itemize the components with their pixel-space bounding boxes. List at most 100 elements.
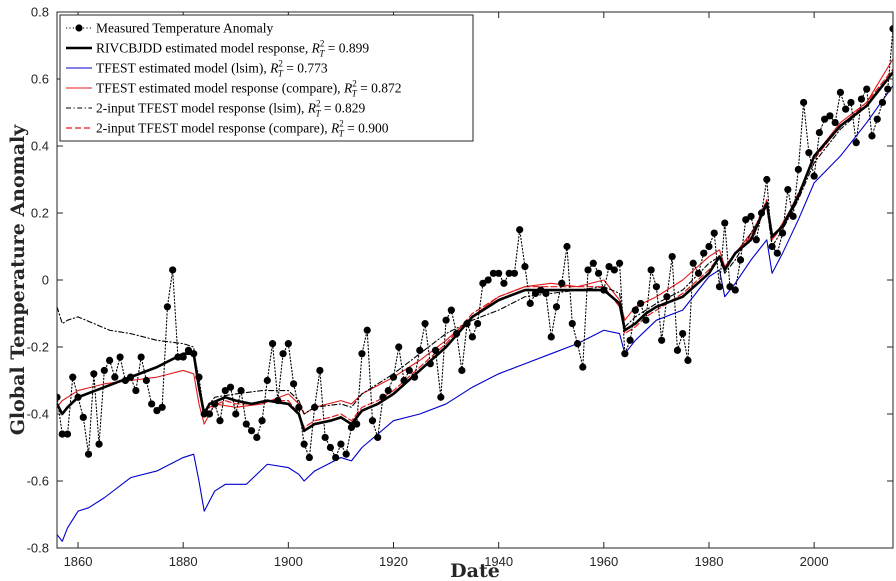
data-point: [526, 299, 534, 308]
data-point: [594, 269, 603, 277]
data-point: [148, 400, 156, 408]
data-point: [321, 433, 329, 442]
data-point: [868, 132, 876, 140]
data-point: [652, 283, 661, 291]
data-point: [90, 370, 98, 378]
data-point: [584, 266, 592, 274]
data-point: [84, 450, 93, 458]
data-point: [179, 353, 187, 361]
data-point: [253, 433, 261, 442]
data-point: [332, 453, 340, 462]
data-point: [132, 386, 140, 395]
data-point: [810, 172, 818, 180]
data-point: [142, 376, 150, 385]
data-point: [642, 316, 650, 324]
series-line-2: [57, 85, 893, 542]
data-point: [463, 319, 471, 328]
data-point: [295, 403, 303, 411]
data-point: [316, 366, 324, 375]
data-point: [326, 443, 335, 452]
data-point: [852, 139, 860, 147]
y-tick-label: 0.4: [31, 139, 49, 154]
data-point: [368, 417, 377, 425]
x-tick-label: 1900: [274, 554, 303, 569]
data-point: [736, 256, 745, 264]
data-point: [857, 95, 866, 103]
data-point: [500, 279, 508, 287]
data-point: [647, 266, 655, 274]
data-point: [752, 236, 760, 244]
data-point: [121, 376, 129, 385]
x-tick-label: 1860: [64, 554, 93, 569]
legend-label: Measured Temperature Anomaly: [96, 21, 273, 36]
data-point: [510, 269, 519, 277]
data-point: [700, 249, 708, 257]
data-point: [416, 346, 424, 354]
data-point: [531, 289, 540, 297]
data-point: [300, 440, 308, 448]
data-point: [216, 417, 224, 425]
data-point: [268, 340, 277, 348]
x-tick-label: 1960: [589, 554, 618, 569]
data-point: [547, 333, 555, 341]
data-point: [605, 263, 613, 271]
data-point: [537, 286, 545, 294]
data-point: [342, 450, 350, 458]
data-point: [831, 118, 839, 127]
data-point: [311, 403, 319, 411]
data-point: [573, 340, 582, 348]
x-tick-label: 1920: [379, 554, 408, 569]
data-point: [731, 286, 739, 294]
data-point: [100, 366, 108, 375]
data-point: [337, 440, 345, 448]
x-tick-label: 1880: [169, 554, 198, 569]
data-point: [794, 165, 802, 174]
data-point: [710, 229, 718, 237]
data-point: [442, 316, 450, 324]
data-point: [505, 269, 513, 277]
data-point: [453, 330, 461, 338]
y-tick-label: -0.2: [27, 340, 49, 355]
data-point: [400, 376, 408, 385]
data-point: [589, 259, 597, 267]
data-point: [784, 185, 792, 194]
data-point: [621, 350, 629, 358]
series-line-0: [57, 28, 893, 459]
data-point: [805, 149, 813, 157]
data-point: [431, 346, 440, 354]
data-point: [826, 112, 834, 120]
data-point: [395, 343, 403, 351]
data-point: [673, 346, 682, 354]
data-point: [358, 350, 366, 358]
y-tick-label: -0.6: [27, 474, 49, 489]
data-point: [284, 340, 292, 348]
x-axis-title: Date: [450, 560, 500, 581]
data-point: [563, 242, 571, 251]
data-point: [279, 350, 287, 358]
data-point: [237, 386, 245, 395]
data-point: [679, 330, 687, 338]
data-point: [258, 417, 266, 425]
data-point: [884, 85, 892, 93]
data-point: [137, 353, 145, 361]
data-point: [363, 326, 371, 334]
series-layer: [57, 25, 893, 542]
data-point: [79, 413, 87, 421]
data-point: [405, 366, 413, 375]
data-point: [610, 266, 618, 274]
data-point: [74, 393, 82, 401]
data-point: [715, 283, 724, 291]
data-point: [479, 279, 487, 287]
data-point: [489, 269, 497, 277]
data-point: [410, 373, 419, 381]
data-point: [247, 427, 256, 435]
legend-label: 2-input TFEST model response (lsim), R2 T…: [96, 99, 366, 119]
data-point: [221, 386, 229, 395]
data-point: [757, 209, 766, 217]
data-point: [226, 383, 235, 391]
data-point: [542, 289, 550, 297]
data-point: [668, 252, 676, 261]
legend-label: TFEST estimated model response (compare)…: [96, 79, 401, 99]
x-tick-label: 2000: [800, 554, 829, 569]
data-point: [374, 433, 382, 442]
